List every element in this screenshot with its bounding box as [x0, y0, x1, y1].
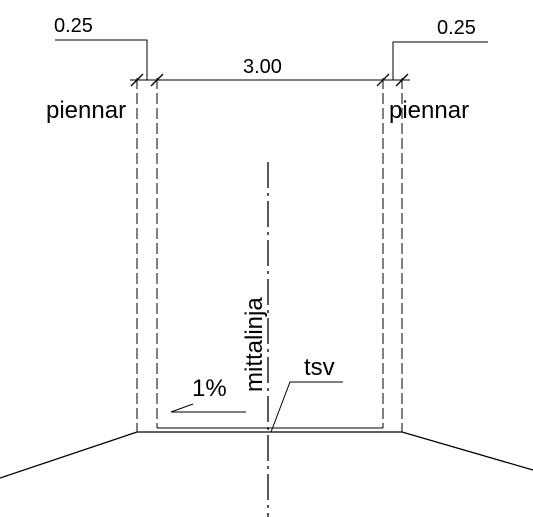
slope-leader: [170, 403, 194, 413]
dimension-tick: [150, 73, 164, 87]
design-level-leader: [270, 381, 343, 433]
lane-width-dimension: 3.00: [243, 56, 282, 78]
dimension-tick: [376, 73, 390, 87]
leader-left-shoulder-dim: [55, 39, 148, 80]
slope-label: 1%: [192, 375, 227, 402]
right-shoulder-label: piennar: [389, 97, 469, 124]
dimension-tick: [130, 73, 144, 87]
embankment-profile: [0, 431, 533, 479]
design-level-label: tsv: [304, 354, 335, 381]
dimension-tick: [395, 73, 409, 87]
right-shoulder-dimension: 0.25: [437, 17, 476, 39]
leader-right-shoulder-dim: [392, 41, 488, 80]
left-shoulder-label: piennar: [46, 97, 126, 124]
centerline-label: mittalinja: [241, 297, 268, 392]
left-shoulder-dimension: 0.25: [54, 15, 93, 37]
